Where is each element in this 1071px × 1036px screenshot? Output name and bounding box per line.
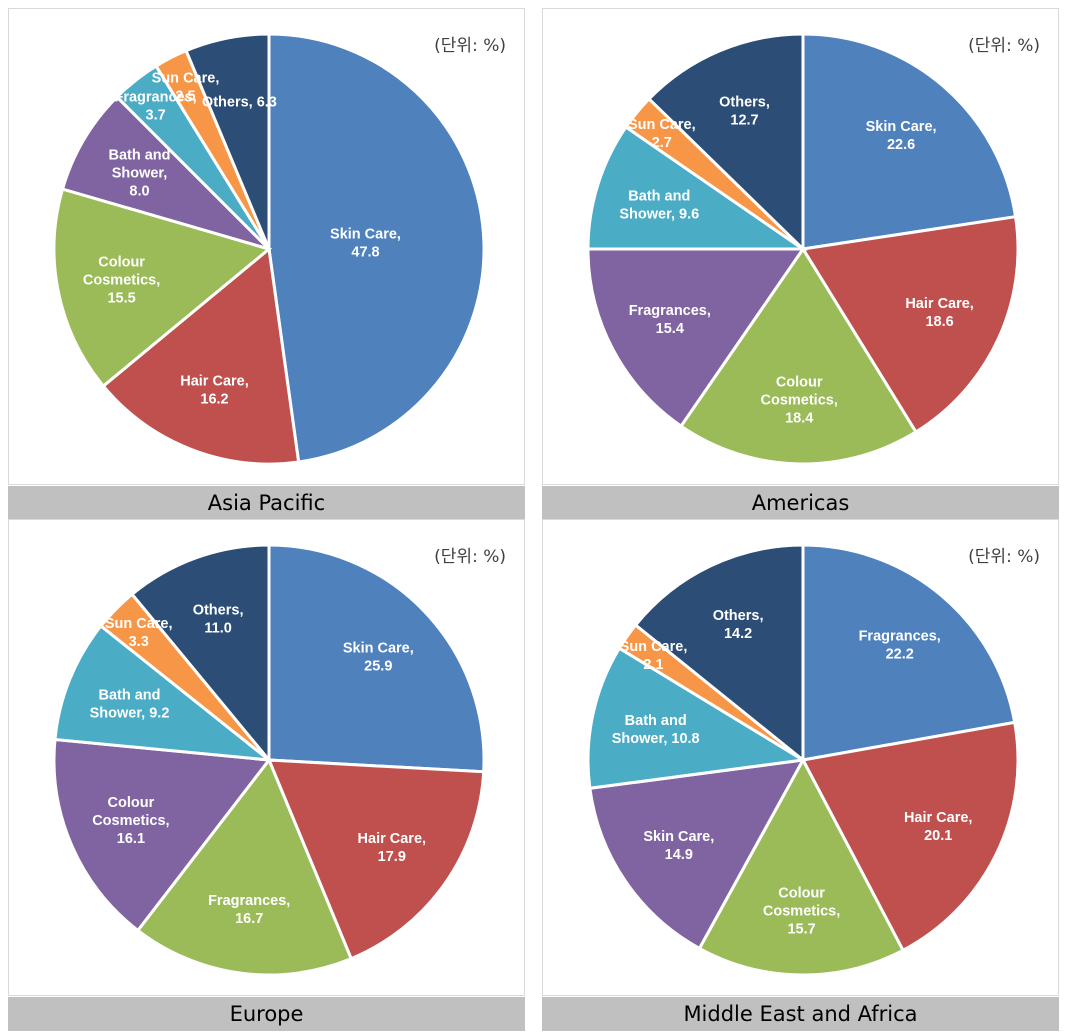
chart-panel-europe: Skin Care, 25.9 Hair Care, 17.9 Fragrances, 1… [8, 519, 525, 1034]
region-title: Europe [8, 997, 525, 1031]
slice-label-colour-cosmetics: Colour Cosmetics, 15.7 [763, 886, 840, 938]
slice-label-skin-care: Skin Care, 25.9 [343, 641, 414, 675]
pie-slice-fragrances [135, 757, 354, 977]
pie-chart-svg: Fragrances, 22.2 Hair Care, 20.1 Colour Cosme… [586, 543, 1020, 977]
pie-slice-others [129, 543, 271, 765]
slice-label-sun-care: Sun Care, 2.5 [152, 70, 220, 104]
unit-note: (단위: %) [968, 547, 1040, 567]
pie-slice-bath-and-shower [53, 623, 274, 762]
pie-slice-hair-care [800, 214, 1020, 435]
pie-chart-area: Skin Care, 25.9 Hair Care, 17.9 Fragrances, 1… [8, 519, 525, 996]
slice-label-others: Others, 11.0 [193, 602, 244, 636]
unit-note: (단위: %) [434, 36, 506, 56]
slice-label-skin-care: Skin Care, 14.9 [643, 829, 714, 863]
slice-label-sun-care: Sun Care, 3.3 [105, 616, 173, 650]
chart-panel-asia-pacific: Skin Care, 47.8 Hair Care, 16.2 Colour Cosmet… [8, 8, 525, 523]
slice-label-fragrances: Fragrances, 3.7 [114, 90, 196, 124]
slice-label-bath-and-shower: Bath and Shower, 8.0 [108, 147, 170, 199]
unit-note: (단위: %) [968, 36, 1040, 56]
chart-panel-middle-east-africa: Fragrances, 22.2 Hair Care, 20.1 Colour Cosme… [542, 519, 1059, 1034]
chart-panel-americas: Skin Care, 22.6 Hair Care, 18.6 Colour Cosmet… [542, 8, 1059, 523]
pie-slice-bath-and-shower [60, 94, 271, 251]
slice-label-others: Others, 6.3 [202, 94, 277, 110]
slice-label-fragrances: Fragrances, 16.7 [208, 893, 290, 927]
pie-slice-colour-cosmetics [697, 756, 906, 977]
slice-label-hair-care: Hair Care, 16.2 [180, 373, 249, 407]
pie-slice-colour-cosmetics [52, 737, 272, 933]
pie-chart-svg: Skin Care, 47.8 Hair Care, 16.2 Colour Cosmet… [52, 32, 486, 466]
slice-label-colour-cosmetics: Colour Cosmetics, 16.1 [92, 795, 169, 847]
slice-label-fragrances: Fragrances, 15.4 [629, 303, 711, 337]
slice-label-others: Others, 14.2 [713, 608, 764, 642]
pie-slice-skin-care [588, 758, 806, 951]
slice-label-others: Others, 12.7 [719, 94, 770, 128]
unit-note: (단위: %) [434, 547, 506, 567]
pie-slice-hair-care [101, 246, 301, 466]
pie-slice-skin-care [267, 543, 486, 774]
slice-label-skin-care: Skin Care, 47.8 [330, 226, 401, 260]
pie-slice-skin-care [801, 32, 1018, 251]
pie-slice-colour-cosmetics [52, 187, 273, 389]
pie-chart-svg: Skin Care, 25.9 Hair Care, 17.9 Fragrances, 1… [52, 543, 486, 977]
slice-label-colour-cosmetics: Colour Cosmetics, 18.4 [761, 375, 838, 427]
pie-slice-fragrances [586, 247, 806, 429]
pie-slice-others [184, 32, 271, 250]
slice-label-sun-care: Sun Care, 2.1 [620, 639, 688, 673]
region-title: Middle East and Africa [542, 997, 1059, 1031]
pie-slice-bath-and-shower [586, 646, 808, 790]
slice-label-hair-care: Hair Care, 18.6 [905, 296, 974, 330]
pie-slice-others [646, 32, 805, 253]
slice-label-colour-cosmetics: Colour Cosmetics, 15.5 [83, 255, 160, 307]
slice-label-hair-care: Hair Care, 17.9 [358, 831, 427, 865]
pie-slice-fragrances [801, 543, 1017, 762]
pie-chart-area: Skin Care, 47.8 Hair Care, 16.2 Colour Cosmet… [8, 8, 525, 485]
slice-label-bath-and-shower: Bath and Shower, 10.8 [612, 713, 700, 747]
region-title: Americas [542, 486, 1059, 520]
slice-label-hair-care: Hair Care, 20.1 [904, 810, 973, 844]
pie-slice-skin-care [267, 32, 486, 464]
pie-slice-hair-care [800, 720, 1020, 953]
pie-slice-colour-cosmetics [678, 246, 918, 466]
pie-slice-bath-and-shower [586, 124, 808, 251]
slice-label-bath-and-shower: Bath and Shower, 9.2 [90, 688, 170, 722]
slice-label-bath-and-shower: Bath and Shower, 9.6 [619, 188, 699, 222]
slice-label-fragrances: Fragrances, 22.2 [859, 629, 941, 663]
slice-label-sun-care: Sun Care, 2.7 [628, 117, 696, 151]
pie-slice-others [633, 543, 805, 764]
pie-chart-svg: Skin Care, 22.6 Hair Care, 18.6 Colour Cosmet… [586, 32, 1020, 466]
slice-label-skin-care: Skin Care, 22.6 [866, 119, 937, 153]
pie-chart-area: Fragrances, 22.2 Hair Care, 20.1 Colour Cosme… [542, 519, 1059, 996]
region-title: Asia Pacific [8, 486, 525, 520]
pie-slice-hair-care [266, 758, 486, 961]
pie-chart-area: Skin Care, 22.6 Hair Care, 18.6 Colour Cosmet… [542, 8, 1059, 485]
